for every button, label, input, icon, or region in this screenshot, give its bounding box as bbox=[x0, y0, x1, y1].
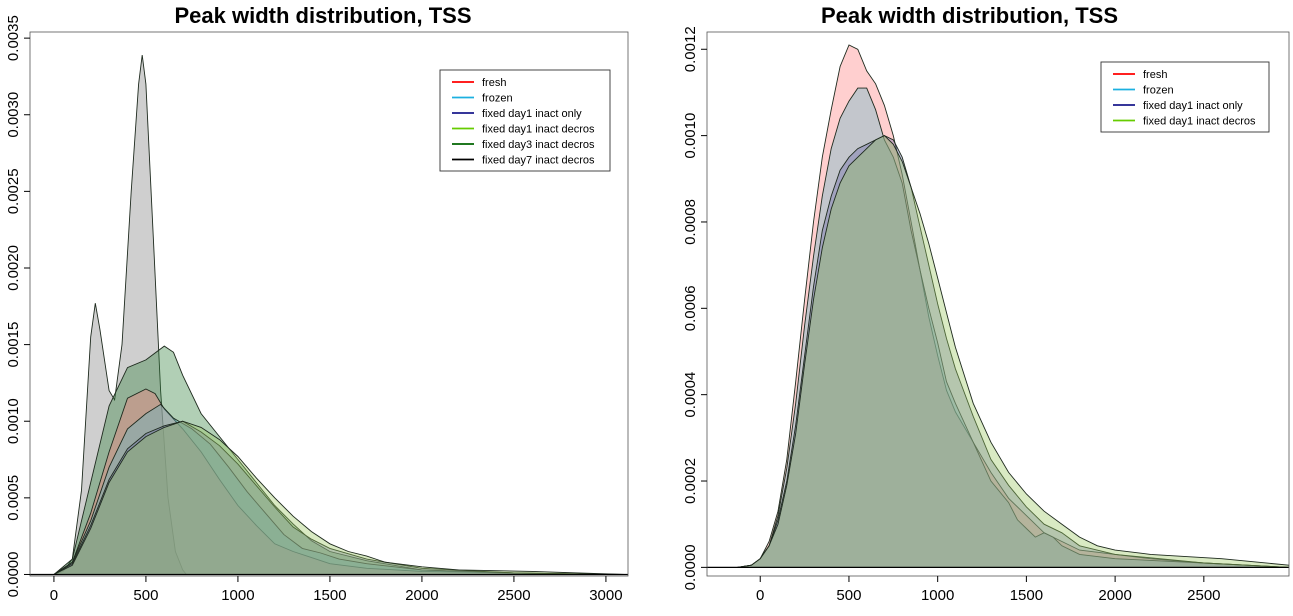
x-tick-label: 500 bbox=[133, 587, 158, 604]
density-area-fixed-day1-inact-only bbox=[52, 420, 606, 575]
legend-label: fixed day1 inact only bbox=[482, 108, 582, 120]
y-tick-label: 0.0025 bbox=[5, 168, 22, 214]
x-tick-label: 3000 bbox=[589, 587, 622, 604]
y-tick-label: 0.0002 bbox=[682, 458, 699, 504]
x-tick-label: 1500 bbox=[1010, 587, 1043, 604]
y-tick-label: 0.0010 bbox=[682, 113, 699, 159]
x-tick-label: 0 bbox=[756, 587, 764, 604]
y-tick-label: 0.0030 bbox=[5, 92, 22, 138]
density-area-fixed-day1-inact-only bbox=[737, 135, 1289, 568]
y-tick-label: 0.0000 bbox=[5, 552, 22, 598]
chart-title: Peak width distribution, TSS bbox=[820, 3, 1119, 28]
legend-label: frozen bbox=[1143, 85, 1174, 97]
legend-label: fixed day1 inact decros bbox=[1143, 116, 1256, 128]
legend-box bbox=[439, 69, 611, 172]
plot-frame bbox=[29, 31, 629, 577]
y-tick-label: 0.0012 bbox=[682, 26, 699, 72]
left-density-plot: 0 500 1000 1500 2000 2500 3000 0.0000 0.0005 0.00… bbox=[5, 15, 629, 604]
legend-label: fixed day1 inact decros bbox=[482, 124, 595, 136]
density-areas bbox=[52, 54, 625, 575]
legend-label: fixed day3 inact decros bbox=[482, 139, 595, 151]
density-area-fresh bbox=[52, 388, 606, 575]
y-tick-label: 0.0006 bbox=[682, 285, 699, 331]
y-tick-label: 0.0010 bbox=[5, 398, 22, 444]
legend-label: fresh bbox=[482, 77, 506, 89]
x-tick-label: 500 bbox=[836, 587, 861, 604]
density-areas bbox=[737, 44, 1289, 568]
plot-frame bbox=[706, 31, 1290, 577]
chart-title: Peak width distribution, TSS bbox=[174, 3, 472, 28]
left-chart-panel: Peak width distribution, TSS 0 500 1000 150… bbox=[0, 0, 646, 616]
x-tick-label: 2000 bbox=[405, 587, 438, 604]
legend: fresh frozen fixed day1 inact only fixed da… bbox=[1100, 61, 1270, 133]
right-chart-panel: Peak width distribution, TSS 0 500 1000 150… bbox=[646, 0, 1293, 616]
density-area-frozen bbox=[737, 87, 1289, 568]
x-tick-label: 1500 bbox=[313, 587, 346, 604]
y-tick-label: 0.0015 bbox=[5, 322, 22, 368]
density-area-fixed-day1-inact-decros bbox=[737, 135, 1289, 568]
x-tick-label: 2500 bbox=[1187, 587, 1220, 604]
y-tick-label: 0.0005 bbox=[5, 475, 22, 521]
x-tick-label: 1000 bbox=[921, 587, 954, 604]
density-area-fixed-day7-inact-decros bbox=[53, 54, 188, 575]
x-tick-label: 2000 bbox=[1098, 587, 1131, 604]
legend-label: frozen bbox=[482, 93, 513, 105]
density-area-fixed-day1-inact-decros bbox=[53, 420, 625, 575]
x-tick-label: 1000 bbox=[221, 587, 254, 604]
x-tick-label: 0 bbox=[50, 587, 58, 604]
x-tick-label: 2500 bbox=[497, 587, 530, 604]
y-tick-label: 0.0004 bbox=[682, 372, 699, 418]
legend-label: fixed day7 inact decros bbox=[482, 155, 595, 167]
y-tick-label: 0.0035 bbox=[5, 15, 22, 61]
legend-label: fixed day1 inact only bbox=[1143, 100, 1243, 112]
right-density-plot: 0 500 1000 1500 2000 2500 0.0000 0.0002 0.0004 0.… bbox=[682, 26, 1290, 604]
density-area-fresh bbox=[737, 44, 1289, 568]
y-tick-label: 0.0008 bbox=[682, 199, 699, 245]
legend: fresh frozen fixed day1 inact only fixed da… bbox=[439, 69, 611, 172]
density-area-frozen bbox=[52, 403, 606, 575]
legend-label: fresh bbox=[1143, 69, 1167, 81]
y-tick-label: 0.0000 bbox=[682, 544, 699, 590]
y-tick-label: 0.0020 bbox=[5, 245, 22, 291]
